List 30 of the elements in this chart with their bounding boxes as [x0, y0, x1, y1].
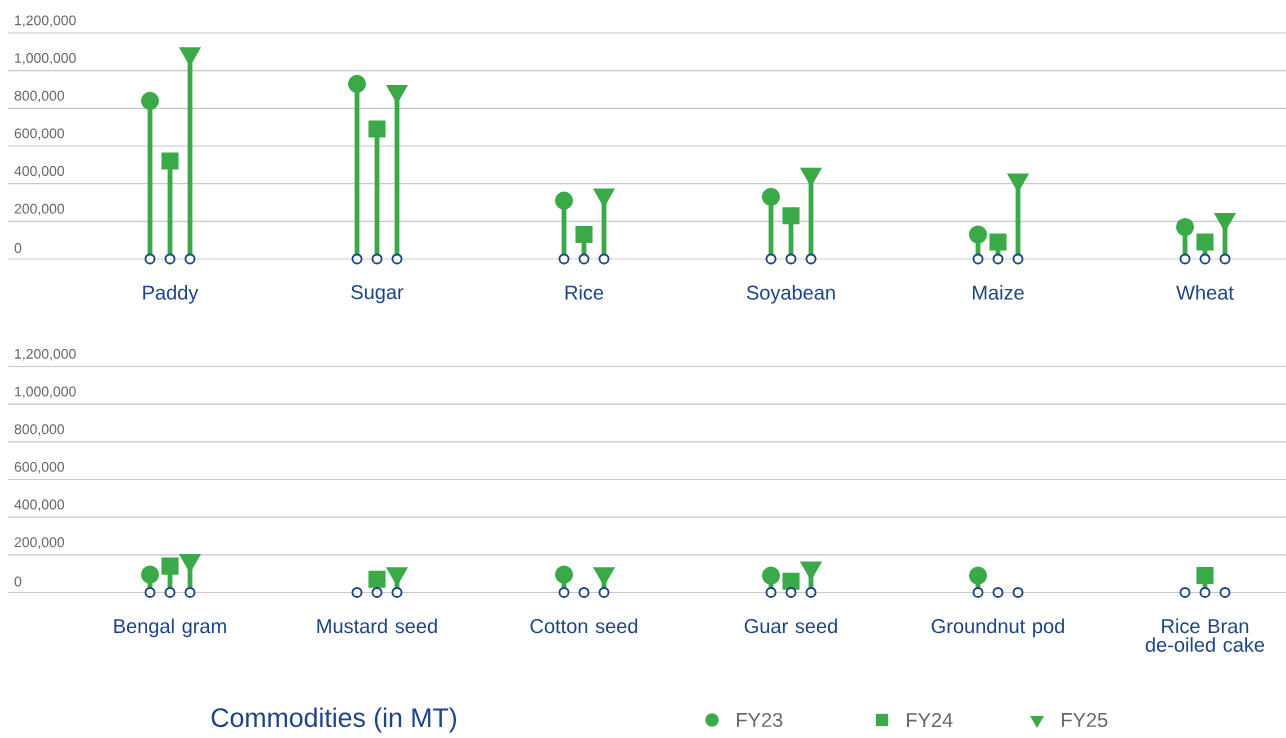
y-tick-label: 0: [14, 243, 22, 253]
x-tick-label: Sugar: [351, 285, 404, 304]
y-tick-label: 0: [14, 576, 22, 587]
y-tick-label: 200,000: [14, 203, 65, 216]
x-tick-label: Bengal gram: [114, 618, 226, 638]
legend-label: FY23: [737, 712, 783, 728]
y-tick-label: 1,000,000: [15, 53, 76, 65]
x-tick-label: Maize: [972, 285, 1024, 300]
y-tick-label: 400,000: [14, 499, 65, 512]
x-tick-label: Soyabean: [746, 285, 835, 304]
x-tick-label: Mustard seed: [317, 618, 437, 634]
y-tick-label: 1,200,000: [15, 348, 76, 361]
x-tick-label: Cotton seed: [530, 618, 638, 634]
x-tick-label: Rice: [565, 285, 604, 300]
y-tick-label: 800,000: [14, 90, 65, 103]
x-tick-label: Paddy: [143, 285, 199, 304]
y-tick-label: 1,000,000: [15, 386, 76, 399]
x-tick-label: Groundnut pod: [931, 618, 1064, 638]
x-tick-label: Wheat: [1176, 285, 1234, 300]
y-tick-label: 400,000: [14, 166, 65, 178]
x-tick-label: Guar seed: [744, 618, 837, 634]
y-tick-label: 1,200,000: [15, 15, 76, 27]
y-tick-label: 600,000: [14, 128, 65, 140]
y-tick-label: 600,000: [14, 461, 65, 474]
x-tick-label: Rice Bran de-oiled cake: [1145, 618, 1265, 652]
legend-label: FY25: [1062, 712, 1108, 728]
y-tick-label: 800,000: [14, 424, 65, 436]
y-tick-label: 200,000: [14, 537, 65, 549]
x-axis-title: Commodities (in MT): [211, 707, 457, 733]
legend-label: FY24: [907, 713, 953, 727]
